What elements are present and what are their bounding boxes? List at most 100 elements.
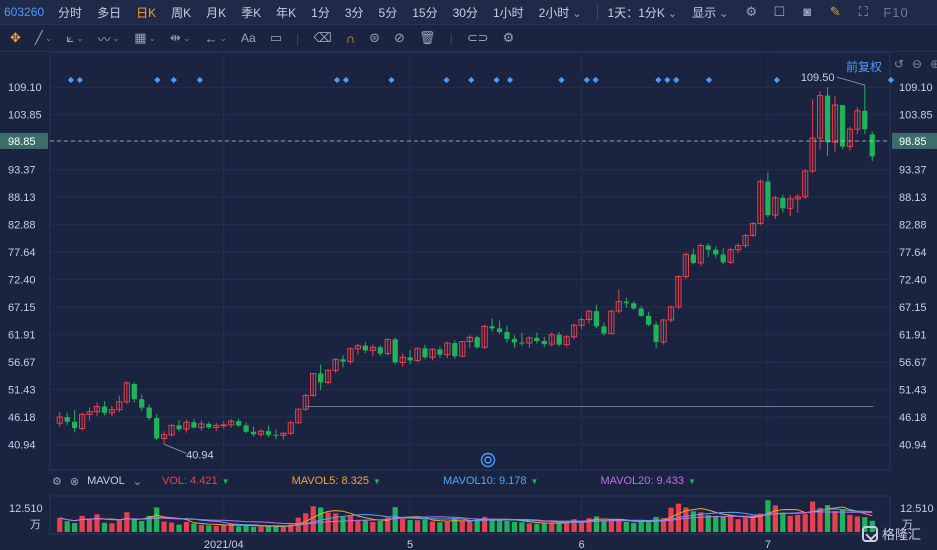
candle-body-up [332, 358, 339, 371]
volume-bar [265, 526, 272, 532]
interval-2hour-dropdown[interactable]: 2小时 [539, 4, 582, 21]
target-icon[interactable] [480, 452, 496, 468]
volume-bar [94, 514, 100, 532]
adjust-mode-button[interactable]: 前复权 [846, 60, 883, 74]
interval-duori[interactable]: 多日 [97, 5, 122, 20]
candle-body-down [273, 434, 279, 436]
price-tick-right: 40.94 [899, 440, 927, 452]
candle-body-up [749, 223, 757, 237]
multi-period-dropdown[interactable]: 1天：1分K [608, 4, 678, 21]
drawing-settings-icon[interactable]: ⚙ [502, 30, 515, 45]
camera-icon[interactable]: ◙ [803, 4, 812, 19]
interval-fenshi[interactable]: 分时 [58, 5, 83, 20]
volume-bar [124, 512, 130, 532]
volume-bar [139, 521, 145, 532]
volume-close-icon[interactable]: ⊗ [69, 475, 80, 488]
volume-bar [377, 521, 383, 532]
text-tool[interactable]: Aa [241, 31, 256, 45]
pencil-icon[interactable]: ✎ [829, 4, 841, 19]
candle-body-down [713, 249, 719, 255]
volume-bar [862, 517, 868, 532]
undo-icon[interactable]: ↺ [893, 57, 905, 71]
candlestick-chart[interactable]: 109.50 40.94 109.10 103.85 98.85 93.37 88.13… [0, 52, 937, 550]
volume-bar [347, 516, 354, 532]
candle-body-up [608, 310, 615, 335]
interval-week-k[interactable]: 周K [171, 5, 192, 20]
price-tick-right: 77.64 [899, 247, 927, 259]
mavol-label[interactable]: MAVOL [87, 475, 125, 487]
volume-bar [713, 515, 719, 532]
volume-legend: ⚙ ⊗ MAVOL ⌄ VOL: 4.421 ▼ MAVOL5: 8.325 ▼… [0, 472, 937, 490]
interval-3min[interactable]: 3分 [344, 5, 364, 20]
brand-logo: 格隆汇 [862, 524, 921, 543]
interval-quarter-k[interactable]: 季K [241, 5, 262, 20]
crosshair-icon[interactable]: ✥ [10, 30, 21, 45]
candle-body-up [399, 356, 406, 363]
mavol10-triangle-icon: ▼ [530, 476, 539, 486]
candle-body-up [183, 421, 190, 430]
date-tick: 2021/04 [204, 539, 244, 550]
trash-icon[interactable]: 🗑 [418, 30, 436, 45]
volume-bar [288, 524, 294, 532]
visibility-toggle-icon[interactable]: ⊂⊃ [466, 30, 489, 45]
volume-bar [750, 516, 756, 532]
interval-30min[interactable]: 30分 [452, 5, 478, 20]
candle-body-down [154, 418, 160, 439]
zoom-in-icon[interactable]: ⊕ [929, 57, 937, 71]
candle-body-down [638, 308, 644, 316]
volume-bar [854, 516, 860, 532]
candle-body-down [392, 339, 398, 363]
eraser-icon[interactable]: ⌫ [313, 30, 332, 45]
lock-icon[interactable]: ⊜ [369, 30, 381, 45]
zoom-out-icon[interactable]: ⊖ [911, 57, 923, 71]
price-tick-right: 88.13 [899, 192, 927, 204]
measure-icon[interactable]: ⇹ ⌄ [170, 30, 191, 45]
volume-bar [176, 524, 182, 532]
candle-body-down [504, 332, 510, 339]
fullscreen-icon[interactable]: ⛶ [858, 4, 868, 19]
price-tick-right: 98.85 [899, 136, 927, 148]
mavol-dropdown-icon[interactable]: ⌄ [132, 475, 143, 488]
candle-body-up [287, 422, 294, 434]
checkbox-icon[interactable]: ☐ [773, 4, 786, 19]
volume-bar [467, 521, 473, 532]
hide-drawings-icon[interactable]: ⊘ [394, 30, 405, 45]
candle-body-up [414, 347, 421, 361]
interval-15min[interactable]: 15分 [412, 5, 438, 20]
magnet-icon[interactable]: ∩ [345, 30, 356, 46]
wave-icon[interactable]: 〰 ⌄ [97, 31, 121, 47]
polyline-icon[interactable]: ⟀ ⌄ [66, 30, 84, 45]
comment-icon[interactable]: ▭ [269, 30, 283, 45]
interval-1hour[interactable]: 1小时 [492, 5, 524, 20]
arrow-icon[interactable]: ← ⌄ [204, 30, 228, 46]
stock-code[interactable]: 603260 [4, 5, 45, 19]
interval-5min[interactable]: 5分 [378, 5, 398, 20]
volume-bar [198, 524, 204, 532]
candle-body-up [198, 423, 205, 428]
candle-body-up [220, 424, 227, 427]
volume-bar [571, 519, 577, 532]
volume-bar [824, 505, 831, 532]
settings-gear-icon[interactable]: ⚙ [745, 4, 758, 19]
volume-bar [161, 521, 167, 532]
volume-settings-icon[interactable]: ⚙ [52, 475, 62, 488]
interval-month-k[interactable]: 月K [206, 5, 227, 20]
volume-bar [720, 516, 726, 532]
f10-button[interactable]: F10 [883, 4, 909, 20]
candle-body-up [615, 301, 622, 312]
interval-year-k[interactable]: 年K [276, 5, 297, 20]
candle-body-up [816, 95, 824, 139]
interval-1min[interactable]: 1分 [311, 5, 330, 20]
candle-body-down [243, 425, 249, 432]
candle-body-up [667, 306, 675, 321]
high-leader-line [836, 76, 865, 86]
candle-body-up [93, 406, 101, 413]
interval-day-k[interactable]: 日K [136, 5, 157, 20]
volume-bar [549, 522, 555, 532]
event-markers[interactable] [67, 76, 895, 84]
trendline-icon[interactable]: ╱ ⌄ [34, 30, 53, 45]
candle-body-down [862, 110, 868, 130]
display-dropdown[interactable]: 显示 [692, 4, 728, 21]
event-marker [655, 76, 662, 84]
fibonacci-icon[interactable]: ▦ ⌄ [134, 30, 157, 45]
